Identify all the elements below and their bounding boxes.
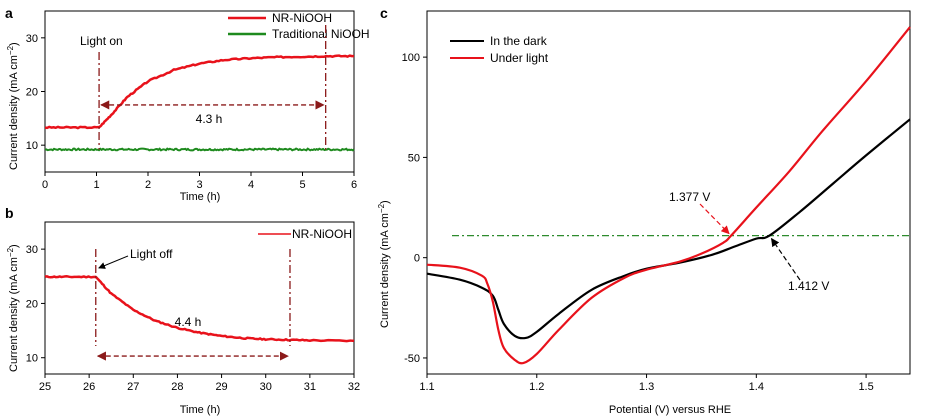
duration-b-label: 4.4 h	[175, 315, 202, 329]
voltage-1377-arrow	[699, 203, 730, 235]
panel-a-x-tick-label: 6	[351, 179, 357, 191]
panel-b-y-label: Current density (mA cm−2)	[6, 244, 20, 372]
panel-a-x-tick-label: 2	[145, 179, 151, 191]
panel-c-y-tick-label: 50	[408, 152, 420, 164]
panel-c-x-tick-label: 1.5	[858, 381, 873, 393]
panel-c-y-tick-label: 100	[402, 52, 420, 64]
panel-c-x-tick-label: 1.3	[639, 381, 654, 393]
panel-label-c: c	[380, 5, 388, 21]
panel-a-y-tick-label: 30	[26, 33, 38, 45]
panel-b-x-tick-label: 28	[171, 381, 183, 393]
panel-a-y-label: Current density (mA cm−2)	[6, 42, 20, 170]
legend-c-light-label: Under light	[490, 51, 549, 65]
panel-c-y-label: Current density (mA cm−2)	[377, 200, 391, 328]
light-off-arrow	[98, 255, 129, 269]
panel-a-x-tick-label: 5	[299, 179, 305, 191]
panel-a-y-tick-label: 10	[26, 140, 38, 152]
panel-a-x-tick-label: 1	[93, 179, 99, 191]
panel-c-y-tick-label: -50	[404, 353, 420, 365]
panel-b-y-tick-label: 20	[26, 298, 38, 310]
legend-a-nr-label: NR-NiOOH	[272, 11, 332, 25]
voltage-1412-label: 1.412 V	[788, 279, 829, 293]
panel-c-x-tick-label: 1.2	[529, 381, 544, 393]
duration-a-label: 4.3 h	[196, 112, 223, 126]
panel-a-x-tick-label: 0	[42, 179, 48, 191]
panel-a-x-label: Time (h)	[180, 191, 221, 203]
legend-b-nr-label: NR-NiOOH	[292, 227, 352, 241]
panel-b-x-tick-label: 31	[304, 381, 316, 393]
series-in-the-dark	[426, 118, 911, 340]
series-traditional-niooh	[44, 147, 355, 152]
panel-b-x-tick-label: 30	[260, 381, 272, 393]
panel-b-x-tick-label: 27	[127, 381, 139, 393]
panel-b-x-tick-label: 32	[348, 381, 360, 393]
panel-b-frame	[44, 221, 355, 375]
panel-c-x-tick-label: 1.1	[419, 381, 434, 393]
series-under-light	[426, 26, 911, 365]
legend-a-trad-label: Traditional NiOOH	[272, 27, 370, 41]
light-off-label: Light off	[130, 247, 173, 261]
panel-c-y-tick-label: 0	[414, 253, 420, 265]
legend-c-dark-label: In the dark	[490, 34, 548, 48]
panel-c-x-label: Potential (V) versus RHE	[609, 404, 731, 416]
panel-label-b: b	[5, 205, 14, 221]
series-nr-niooh-b	[44, 275, 355, 343]
light-on-label: Light on	[80, 34, 123, 48]
panel-b-y-tick-label: 10	[26, 353, 38, 365]
panel-a-x-tick-label: 4	[248, 179, 254, 191]
panel-b-x-tick-label: 29	[215, 381, 227, 393]
panel-label-a: a	[5, 5, 13, 21]
panel-c-x-tick-label: 1.4	[749, 381, 764, 393]
panel-b-y-tick-label: 30	[26, 244, 38, 256]
panel-b-x-tick-label: 25	[39, 381, 51, 393]
panel-b-x-label: Time (h)	[180, 404, 221, 416]
voltage-1377-label: 1.377 V	[669, 190, 710, 204]
panel-c-frame	[426, 10, 911, 375]
panel-b-x-tick-label: 26	[83, 381, 95, 393]
panel-a-y-tick-label: 20	[26, 87, 38, 99]
panel-a-x-tick-label: 3	[196, 179, 202, 191]
voltage-1412-arrow	[770, 237, 801, 281]
series-nr-niooh-a	[44, 54, 355, 130]
